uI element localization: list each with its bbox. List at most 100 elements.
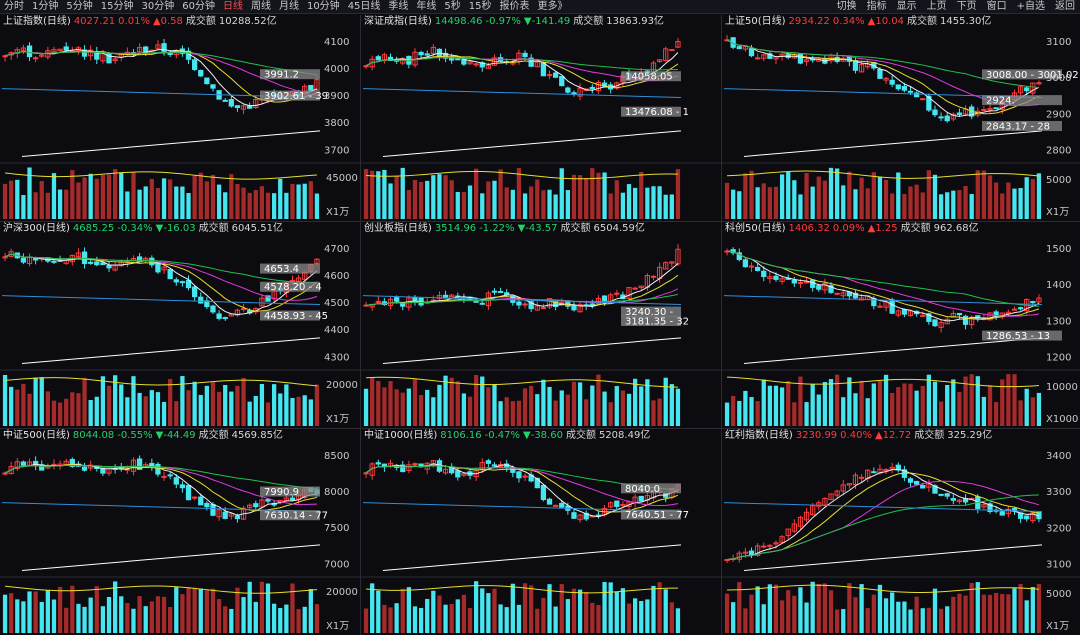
period-tab[interactable]: 60分钟 xyxy=(182,0,215,12)
candlestick xyxy=(614,289,620,297)
period-tab[interactable]: 月线 xyxy=(278,0,299,12)
index-chart-panel[interactable]: 4653.4 4578.20 - 4 4458.93 - 45 4700 4600 450… xyxy=(0,222,360,428)
index-chart-panel[interactable]: 3991.2 3902.61 - 39 4100 4000 3900 3800 3700 45… xyxy=(0,15,360,221)
kline-chart[interactable]: 7990.9 7630.14 - 77 8500 8000 7500 7000 20000 X… xyxy=(0,429,360,635)
kline-chart[interactable]: 1286.53 - 13 1500 1400 1300 1200 10000 X1000 xyxy=(722,222,1080,428)
index-chart-panel[interactable]: 3008.00 - 3001.02 2924. 2843.17 - 28 3100 30… xyxy=(722,15,1080,221)
volume-bar xyxy=(877,380,883,426)
volume-unit-label-right: X1万 xyxy=(1046,621,1069,632)
period-tab[interactable]: 季线 xyxy=(388,0,409,12)
kline-chart[interactable]: 3240.30 -3181.35 - 32 xyxy=(361,222,721,428)
candlestick xyxy=(754,263,761,272)
volume-bar xyxy=(363,169,369,219)
kline-chart[interactable]: 8040.0 7640.51 - 77 xyxy=(361,429,721,635)
volume-bar xyxy=(21,601,26,633)
kline-chart[interactable]: 14058.05 13476.08 - 1 xyxy=(361,15,721,221)
toolbar-action-button[interactable]: 返回 xyxy=(1055,0,1075,12)
period-tab[interactable]: 更多》 xyxy=(537,0,568,12)
volume-bar xyxy=(987,175,993,219)
volume-bar xyxy=(168,378,173,426)
period-tab[interactable]: 15秒 xyxy=(468,0,492,12)
panel-title: 红利指数(日线) 3230.99 0.40% ▲12.72 成交额 325.29亿 xyxy=(725,430,995,442)
period-tab[interactable]: 15分钟 xyxy=(100,0,134,12)
candlestick xyxy=(253,500,259,511)
index-chart-panel[interactable]: 14058.05 13476.08 - 1 深证成指(日线) 14498.46 -0.9… xyxy=(361,15,721,221)
volume-bar xyxy=(259,384,265,426)
toolbar-action-button[interactable]: +自选 xyxy=(1016,0,1045,12)
candlestick xyxy=(167,471,173,480)
volume-bar xyxy=(94,178,99,219)
index-chart-panel[interactable]: 7990.9 7630.14 - 77 8500 8000 7500 7000 20000 X… xyxy=(0,429,360,635)
period-tab[interactable]: 5分钟 xyxy=(66,0,93,12)
period-tab[interactable]: 1分钟 xyxy=(32,0,59,12)
candlestick xyxy=(938,112,944,121)
price-axis-label-right: 1200 xyxy=(1046,353,1071,364)
volume-bar xyxy=(39,377,44,426)
volume-bar xyxy=(100,174,106,219)
volume-bar xyxy=(981,594,987,633)
volume-bar xyxy=(816,394,821,426)
volume-bar xyxy=(951,190,956,219)
volume-bar xyxy=(64,607,69,633)
index-chart-panel[interactable]: 1286.53 - 13 1500 1400 1300 1200 10000 X1000 科创… xyxy=(722,222,1080,428)
volume-bar xyxy=(1030,586,1035,633)
panel-title: 沪深300(日线) 4685.25 -0.34% ▼-16.03 成交额 6045.51亿 xyxy=(3,223,286,235)
period-tab[interactable]: 日线 xyxy=(222,0,243,12)
toolbar-action-button[interactable]: 窗口 xyxy=(986,0,1007,12)
toolbar-action-button[interactable]: 上页 xyxy=(926,0,947,12)
volume-axis-label: 45000 xyxy=(326,173,358,184)
price-axis-label-right: 3200 xyxy=(1046,523,1071,534)
period-tab[interactable]: 30分钟 xyxy=(141,0,175,12)
price-axis-label-right: 3000 xyxy=(1046,73,1071,84)
candlestick xyxy=(571,301,577,312)
volume-bar xyxy=(88,399,93,426)
kline-chart[interactable]: 4653.4 4578.20 - 4 4458.93 - 45 4700 4600 450… xyxy=(0,222,360,428)
candlestick xyxy=(240,505,247,521)
index-chart-panel[interactable]: 8040.0 7640.51 - 77 中证1000(日线) 8106.16 -0.47… xyxy=(361,429,721,635)
period-tab[interactable]: 周线 xyxy=(250,0,271,12)
volume-bar xyxy=(529,385,534,426)
period-tab[interactable]: 年线 xyxy=(416,0,437,12)
toolbar-action-button[interactable]: 下页 xyxy=(956,0,977,12)
candlestick xyxy=(962,314,969,330)
toolbar-action-button[interactable]: 显示 xyxy=(896,0,917,12)
candlestick xyxy=(81,462,88,472)
kline-chart[interactable]: 3400 3300 3200 3100 5000 X1万 xyxy=(722,429,1080,635)
period-tab[interactable]: 报价表 xyxy=(499,0,530,12)
moving-average-line xyxy=(365,57,678,71)
panel-title-vol: 1455.30亿 xyxy=(940,16,992,27)
volume-bar xyxy=(394,603,399,633)
panel-title: 创业板指(日线) 3514.96 -1.22% ▼-43.57 成交额 6504.59亿 xyxy=(364,223,648,235)
volume-bar xyxy=(675,608,681,633)
volume-bar xyxy=(271,603,277,633)
candlestick xyxy=(442,48,449,63)
toolbar-action-button[interactable]: 切换 xyxy=(836,0,857,12)
volume-bar xyxy=(841,397,846,426)
volume-bar xyxy=(137,392,142,426)
volume-bar xyxy=(51,599,57,633)
index-chart-panel[interactable]: 3240.30 -3181.35 - 32 创业板指(日线) 3514.96 -1.2… xyxy=(361,222,721,428)
candlestick xyxy=(595,80,602,94)
volume-bar xyxy=(577,589,583,633)
candlestick xyxy=(822,497,828,507)
price-axis-label-right: 3100 xyxy=(1046,37,1071,48)
volume-bar xyxy=(39,181,44,219)
index-chart-panel[interactable]: 3400 3300 3200 3100 5000 X1万 红利指数(日线) 3230.99 0.… xyxy=(722,429,1080,635)
panel-title-change: ▲10.04 xyxy=(867,16,904,27)
volume-bar xyxy=(382,387,387,426)
price-zone-bar xyxy=(260,310,320,321)
kline-chart[interactable]: 3008.00 - 3001.02 2924. 2843.17 - 28 3100 30… xyxy=(722,15,1080,221)
volume-bar xyxy=(896,387,901,426)
candlestick xyxy=(981,106,987,111)
kline-chart[interactable]: 3991.2 3902.61 - 39 4100 4000 3900 3800 3700 45… xyxy=(0,15,360,221)
candlestick xyxy=(522,473,528,482)
volume-bar xyxy=(400,392,405,426)
period-tab[interactable]: 45日线 xyxy=(347,0,381,12)
period-tab[interactable]: 5秒 xyxy=(444,0,461,12)
volume-bar xyxy=(192,175,197,219)
volume-bar xyxy=(9,180,14,219)
period-tab[interactable]: 10分钟 xyxy=(306,0,340,12)
toolbar-action-button[interactable]: 指标 xyxy=(866,0,887,12)
period-tab[interactable]: 分时 xyxy=(4,0,24,12)
volume-bar xyxy=(828,590,834,633)
